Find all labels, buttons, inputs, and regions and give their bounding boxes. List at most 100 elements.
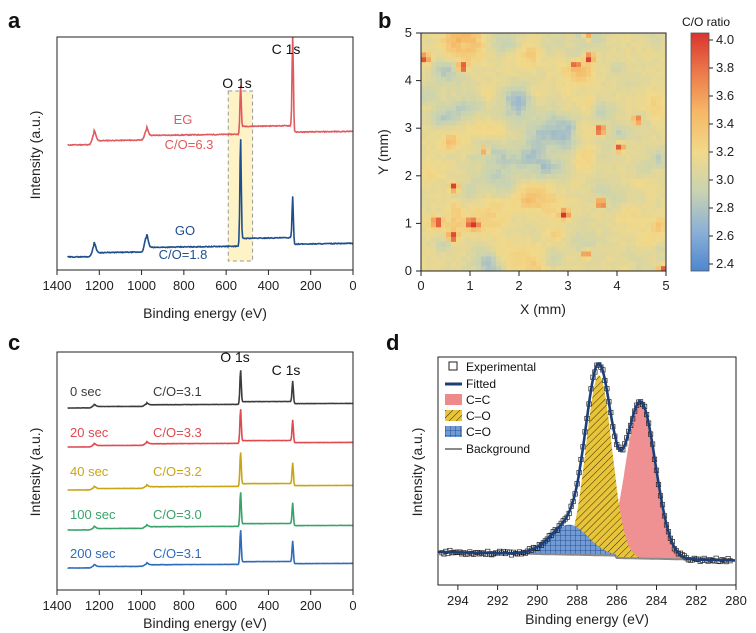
heatmap-cell <box>511 135 517 141</box>
heatmap-cell <box>426 188 432 194</box>
heatmap-cell <box>421 42 427 48</box>
panel-a-x-tick-label-3: 800 <box>173 278 195 293</box>
heatmap-cell <box>571 266 577 272</box>
heatmap-cells <box>421 33 667 272</box>
heatmap-cell <box>611 86 617 92</box>
heatmap-cell <box>476 164 482 170</box>
heatmap-cell <box>451 266 457 272</box>
heatmap-cell <box>601 198 607 204</box>
heatmap-cell <box>476 154 482 160</box>
heatmap-cell <box>646 251 652 257</box>
heatmap-cell <box>516 33 522 39</box>
panel-c-series-labels: 0 sec C/O=3.120 sec C/O=3.340 sec C/O=3.210… <box>70 384 202 561</box>
heatmap-cell <box>566 227 572 233</box>
heatmap-cell <box>446 139 452 146</box>
heatmap-cell <box>521 198 527 204</box>
heatmap-cell <box>656 57 662 63</box>
heatmap-cell <box>546 159 552 165</box>
heatmap-cell <box>481 188 487 194</box>
heatmap-cell <box>421 47 427 53</box>
heatmap-cell <box>576 154 582 160</box>
heatmap-cell <box>621 115 627 121</box>
heatmap-cell <box>536 71 542 78</box>
heatmap-cell <box>596 86 602 92</box>
heatmap-cell <box>591 164 597 170</box>
series-line-0 <box>67 370 353 409</box>
heatmap-cell <box>526 91 532 97</box>
heatmap-cell <box>541 222 547 228</box>
heatmap-cell <box>436 173 442 180</box>
heatmap-cell <box>566 144 572 150</box>
heatmap-cell <box>496 37 502 44</box>
heatmap-cell <box>441 169 447 175</box>
heatmap-cell <box>651 96 657 102</box>
heatmap-cell <box>621 101 627 107</box>
heatmap-cell <box>461 71 467 78</box>
heatmap-cell <box>441 130 447 136</box>
heatmap-cell <box>486 96 492 102</box>
heatmap-cell <box>571 62 577 68</box>
heatmap-cell <box>456 33 462 39</box>
heatmap-cell <box>556 67 562 73</box>
heatmap-cell <box>641 139 647 146</box>
heatmap-cell <box>656 217 662 223</box>
heatmap-cell <box>516 266 522 272</box>
heatmap-cell <box>526 188 532 194</box>
heatmap-cell <box>596 139 602 146</box>
panel-b-x-tick-label-4: 4 <box>613 278 620 293</box>
heatmap-cell <box>621 173 627 180</box>
heatmap-cell <box>601 222 607 228</box>
heatmap-cell <box>626 71 632 78</box>
heatmap-cell <box>656 198 662 204</box>
heatmap-cell <box>431 76 437 82</box>
heatmap-cell <box>561 86 567 92</box>
heatmap-cell <box>431 110 437 116</box>
heatmap-cell <box>591 144 597 150</box>
heatmap-cell <box>576 81 582 87</box>
heatmap-cell <box>426 203 432 209</box>
heatmap-cell <box>451 52 457 58</box>
heatmap-cell <box>466 266 472 272</box>
heatmap-cell <box>656 135 662 141</box>
heatmap-cell <box>656 232 662 238</box>
heatmap-cell <box>436 149 442 155</box>
heatmap-cell <box>501 81 507 87</box>
heatmap-cell <box>506 42 512 48</box>
heatmap-cell <box>616 47 622 53</box>
heatmap-cell <box>656 154 662 160</box>
heatmap-cell <box>651 115 657 121</box>
series-name-eg: EG <box>174 112 193 127</box>
panel-d-x-tick-label-7: 280 <box>725 593 747 608</box>
panel-b-y-tick-label-1: 1 <box>405 215 412 230</box>
heatmap-cell <box>611 42 617 48</box>
heatmap-cell <box>561 149 567 155</box>
heatmap-cell <box>586 212 592 218</box>
heatmap-cell <box>581 173 587 180</box>
heatmap-cell <box>526 139 532 146</box>
heatmap-cell <box>466 71 472 78</box>
heatmap-cell <box>531 178 537 184</box>
heatmap-cell <box>581 154 587 160</box>
heatmap-cell <box>616 101 622 107</box>
heatmap-cell <box>511 120 517 126</box>
heatmap-cell <box>531 86 537 92</box>
heatmap-cell <box>481 178 487 184</box>
heatmap-cell <box>521 261 527 267</box>
heatmap-cell <box>431 222 437 228</box>
heatmap-cell <box>436 203 442 209</box>
heatmap-cell <box>651 203 657 209</box>
heatmap-cell <box>506 139 512 146</box>
heatmap-cell <box>501 256 507 262</box>
heatmap-cell <box>626 101 632 107</box>
heatmap-cell <box>591 212 597 218</box>
heatmap-cell <box>631 62 637 68</box>
heatmap-cell <box>536 62 542 68</box>
heatmap-cell <box>436 81 442 87</box>
ratio-label-eg: C/O=6.3 <box>165 137 214 152</box>
heatmap-cell <box>566 37 572 44</box>
heatmap-cell <box>566 115 572 121</box>
heatmap-cell <box>581 178 587 184</box>
heatmap-cell <box>501 125 507 131</box>
heatmap-cell <box>586 62 592 68</box>
heatmap-cell <box>656 183 662 189</box>
